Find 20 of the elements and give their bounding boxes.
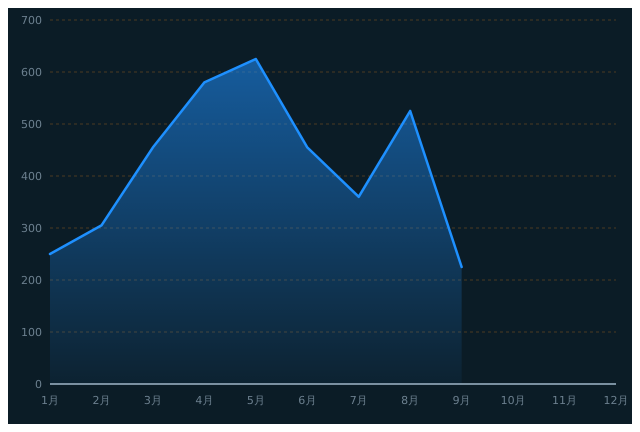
y-tick-label: 500 xyxy=(21,118,42,131)
x-tick-label: 1月 xyxy=(41,394,59,407)
y-tick-label: 300 xyxy=(21,222,42,235)
y-tick-label: 700 xyxy=(21,14,42,27)
x-tick-label: 7月 xyxy=(350,394,368,407)
y-tick-label: 100 xyxy=(21,326,42,339)
x-tick-label: 9月 xyxy=(452,394,471,407)
y-tick-label: 0 xyxy=(35,378,42,391)
x-tick-label: 8月 xyxy=(401,394,420,407)
x-tick-label: 5月 xyxy=(246,394,265,407)
x-tick-label: 4月 xyxy=(195,394,214,407)
x-tick-label: 12月 xyxy=(604,394,628,407)
x-tick-label: 3月 xyxy=(144,394,162,407)
y-tick-label: 200 xyxy=(21,274,42,287)
x-tick-label: 2月 xyxy=(92,394,110,407)
y-tick-label: 600 xyxy=(21,66,42,79)
y-tick-label: 400 xyxy=(21,170,42,183)
x-tick-label: 11月 xyxy=(552,394,578,407)
x-tick-label: 6月 xyxy=(298,394,316,407)
x-tick-label: 10月 xyxy=(500,394,526,407)
